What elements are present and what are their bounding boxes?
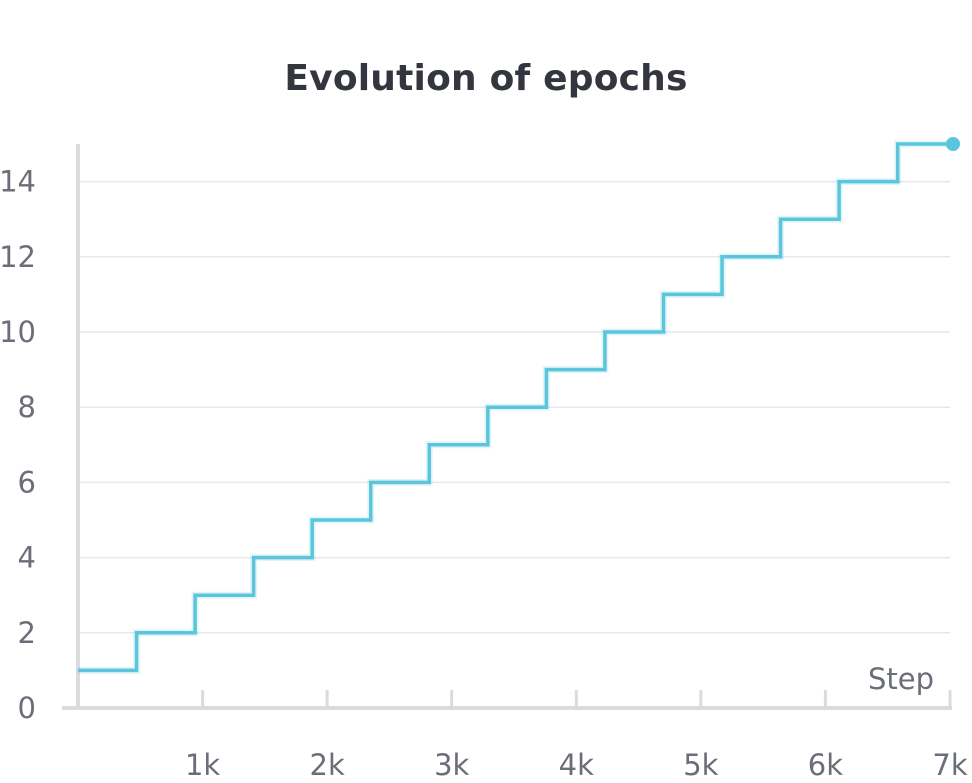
x-axis-title: Step xyxy=(868,662,934,696)
series-layer[interactable] xyxy=(78,137,960,674)
series-line[interactable] xyxy=(78,142,950,673)
y-tick-label: 4 xyxy=(18,541,36,575)
tick-labels: 0 2 4 6 8 10 12 14 1k 2k 3k 4k 5k 6k 7k xyxy=(0,165,968,782)
x-tick-label: 6k xyxy=(808,748,843,782)
y-tick-label: 8 xyxy=(18,390,36,424)
y-tick-label: 0 xyxy=(18,691,36,725)
y-tick-label: 10 xyxy=(0,315,36,349)
x-tick-label: 5k xyxy=(683,748,718,782)
x-tick-label: 2k xyxy=(310,748,345,782)
y-tick-label: 14 xyxy=(0,165,36,199)
series-end-point[interactable] xyxy=(946,137,960,151)
x-tick-label: 4k xyxy=(559,748,594,782)
y-tick-label: 12 xyxy=(0,240,36,274)
y-tick-label: 6 xyxy=(18,465,36,499)
chart-title: Evolution of epochs xyxy=(284,58,688,99)
x-tick-label: 1k xyxy=(185,748,220,782)
x-tick-label: 7k xyxy=(932,748,967,782)
grid-lines xyxy=(78,180,950,634)
axes xyxy=(62,144,952,710)
x-tick-label: 3k xyxy=(434,748,469,782)
y-tick-label: 2 xyxy=(18,616,36,650)
series-line-halo xyxy=(78,140,950,674)
